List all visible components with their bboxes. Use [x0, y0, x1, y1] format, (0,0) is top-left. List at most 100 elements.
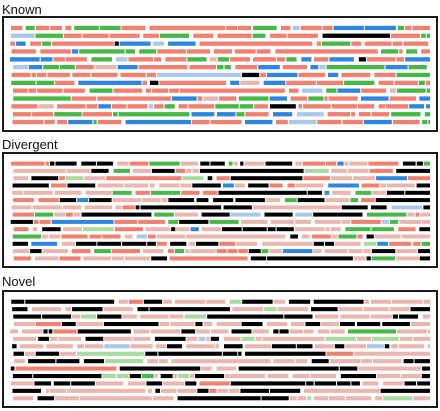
track-segment	[57, 104, 86, 109]
track-segment	[269, 183, 283, 188]
track-segment	[154, 336, 186, 341]
track-segment	[333, 25, 364, 31]
track-segment	[288, 119, 317, 125]
track-segment	[331, 234, 338, 239]
track-segment	[314, 344, 334, 349]
track-segment	[295, 359, 308, 364]
track-segment	[112, 190, 132, 195]
track-segment	[412, 25, 430, 31]
track-segment	[85, 344, 104, 349]
track-segment	[160, 374, 173, 379]
track-segment	[328, 396, 345, 401]
track-segment	[19, 344, 44, 349]
track-segment	[135, 205, 140, 210]
track-segment	[314, 219, 341, 224]
track-segment	[273, 299, 286, 304]
track-segment	[169, 256, 248, 261]
track-segment	[392, 41, 403, 46]
track-segment	[303, 388, 380, 393]
track-segment	[54, 212, 66, 217]
track-segment	[51, 183, 67, 188]
track-segment	[390, 219, 399, 224]
track-segment	[72, 314, 81, 319]
track-segment	[140, 314, 169, 319]
track-segment	[215, 344, 220, 349]
track-segment	[203, 322, 213, 327]
track-segment	[287, 183, 295, 188]
track-segment	[342, 119, 364, 125]
track-segment	[133, 329, 150, 334]
track-segment	[301, 57, 312, 62]
track-segment	[150, 329, 181, 334]
track-segment	[371, 112, 389, 117]
track-segment	[375, 198, 430, 203]
track-segment	[61, 322, 76, 327]
track-segment	[38, 198, 59, 203]
track-segment	[364, 25, 396, 31]
track-segment	[375, 396, 383, 401]
track-segment	[122, 241, 147, 246]
track-segment	[250, 256, 267, 261]
track-segment	[11, 49, 36, 54]
track-segment	[81, 161, 96, 166]
track-segment	[28, 65, 43, 70]
track-segment	[418, 80, 425, 85]
track-segment	[262, 336, 325, 341]
track-segment	[104, 336, 133, 341]
track-segment	[189, 374, 194, 379]
track-segment	[46, 344, 73, 349]
track-segment	[11, 205, 32, 210]
track-segment	[114, 41, 119, 46]
track-segment	[396, 249, 417, 254]
track-segment	[245, 351, 326, 356]
track-segment	[331, 104, 357, 109]
track-segment	[423, 205, 430, 210]
track-segment	[102, 234, 121, 239]
track-segment	[378, 80, 394, 85]
track-segment	[294, 227, 325, 232]
track-segment	[192, 168, 199, 173]
track-segment	[54, 190, 82, 195]
track-segment	[12, 190, 23, 195]
track-segment	[25, 25, 35, 31]
track-segment	[361, 88, 386, 93]
track-segment	[98, 104, 111, 109]
track-segment	[117, 65, 138, 70]
track-segment	[13, 176, 28, 181]
track-segment	[13, 168, 66, 173]
track-segment	[165, 57, 187, 62]
track-segment	[409, 104, 424, 109]
track-segment	[325, 241, 335, 246]
track-segment	[399, 336, 413, 341]
track-segment	[427, 329, 430, 334]
track-segment	[277, 307, 309, 312]
track-segment	[426, 33, 430, 38]
track-segment	[377, 241, 389, 246]
track-segment	[28, 88, 37, 93]
track-segment	[59, 256, 81, 261]
track-segment	[54, 112, 82, 117]
track-segment	[13, 112, 32, 117]
track-segment	[216, 366, 236, 371]
track-segment	[290, 322, 305, 327]
track-segment	[127, 381, 146, 386]
track-segment	[136, 234, 147, 239]
track-segment	[97, 96, 171, 101]
track-segment	[10, 381, 34, 386]
track-segment	[405, 25, 412, 31]
track-segment	[399, 219, 421, 224]
track-segment	[345, 344, 366, 349]
track-segment	[11, 104, 38, 109]
track-segment	[235, 198, 265, 203]
track-segment	[176, 227, 190, 232]
track-segment	[84, 205, 113, 210]
track-segment	[28, 359, 56, 364]
track-segment	[298, 104, 303, 109]
track-segment	[137, 307, 149, 312]
track-segment	[321, 322, 339, 327]
track-segment	[22, 329, 43, 334]
track-segment	[224, 336, 241, 341]
track-segment	[158, 351, 222, 356]
track-segment	[263, 80, 286, 85]
track-segment	[128, 299, 143, 304]
